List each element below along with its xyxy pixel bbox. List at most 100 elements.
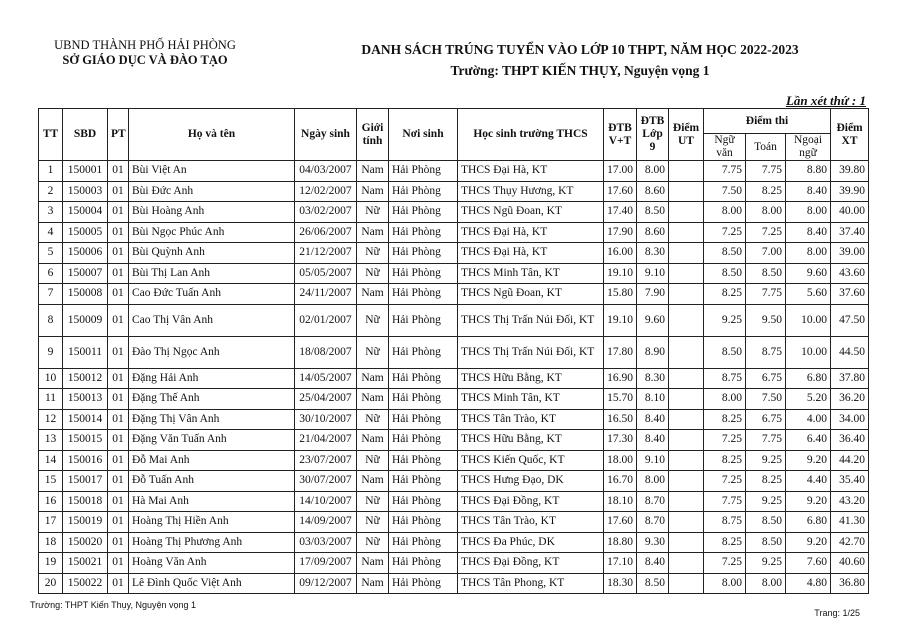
table-cell: Nam [356, 221, 389, 243]
table-cell: Hải Phòng [388, 303, 458, 337]
table-cell: 43.20 [830, 490, 870, 512]
table-cell: 8.25 [703, 408, 746, 430]
table-cell: Đỗ Tuấn Anh [128, 470, 295, 492]
table-cell: 36.40 [830, 429, 870, 451]
column-header: Giới tính [356, 108, 389, 161]
column-subheader: Ngoại ngữ [784, 133, 832, 161]
results-table: TT SBD PT Họ và tên Ngày sinh Giới tính Nơi si… [38, 108, 870, 594]
table-cell: Hải Phòng [388, 367, 458, 389]
table-cell: 8.40 [636, 408, 669, 430]
table-cell: 8.00 [703, 572, 746, 594]
table-row: 8 150009 01 Cao Thị Vân Anh 02/01/2007 Nữ Hải … [38, 303, 870, 337]
empty-cell [668, 335, 704, 369]
table-cell: 9.30 [636, 531, 669, 553]
table-row: 20 150022 01 Lê Đình Quốc Việt Anh 09/12/200… [38, 572, 870, 594]
table-cell: 7.25 [703, 470, 746, 492]
table-cell: THCS Đa Phúc, DK [457, 531, 604, 553]
table-cell: 01 [107, 531, 129, 553]
table-cell: 01 [107, 335, 129, 369]
table-cell: 44.20 [830, 449, 870, 471]
table-cell: Bùi Ngọc Phúc Anh [128, 221, 295, 243]
table-cell: 150017 [62, 470, 108, 492]
table-cell: Nam [356, 367, 389, 389]
table-cell: 16.50 [603, 408, 637, 430]
table-cell: Nam [356, 429, 389, 451]
table-cell: 2 [38, 180, 63, 202]
table-cell: 9.20 [784, 449, 832, 471]
table-cell: Nam [356, 470, 389, 492]
table-cell: 01 [107, 552, 129, 574]
table-cell: 01 [107, 449, 129, 471]
table-cell: 17.80 [603, 335, 637, 369]
table-cell: 8.50 [703, 262, 746, 284]
table-cell: Đỗ Mai Anh [128, 449, 295, 471]
table-cell: 8.90 [636, 335, 669, 369]
table-cell: 150016 [62, 449, 108, 471]
column-subheader: Toán [745, 133, 786, 161]
empty-cell [668, 388, 704, 410]
table-cell: Hải Phòng [388, 221, 458, 243]
table-cell: 8.25 [703, 531, 746, 553]
table-cell: 40.00 [830, 201, 870, 223]
table-cell: Hải Phòng [388, 262, 458, 284]
table-cell: 150007 [62, 262, 108, 284]
table-cell: 10 [38, 367, 63, 389]
table-cell: 9.25 [745, 490, 786, 512]
table-cell: 05/05/2007 [294, 262, 357, 284]
table-cell: 7.25 [745, 221, 786, 243]
table-cell: 7.75 [703, 160, 746, 182]
table-cell: Nữ [356, 511, 389, 533]
table-cell: 8.30 [636, 242, 669, 264]
table-cell: Nữ [356, 335, 389, 369]
table-cell: Đào Thị Ngọc Anh [128, 335, 295, 369]
table-cell: 24/11/2007 [294, 283, 357, 305]
table-cell: 7.25 [703, 429, 746, 451]
table-cell: 9 [38, 335, 63, 369]
empty-cell [668, 221, 704, 243]
table-row: 5 150006 01 Bùi Quỳnh Anh 21/12/2007 Nữ Hải Ph… [38, 242, 870, 264]
table-cell: Hoàng Thị Hiền Anh [128, 511, 295, 533]
table-cell: THCS Đại Đồng, KT [457, 490, 604, 512]
table-cell: 34.00 [830, 408, 870, 430]
table-cell: 11 [38, 388, 63, 410]
empty-cell [668, 511, 704, 533]
table-cell: 16.90 [603, 367, 637, 389]
table-cell: 150012 [62, 367, 108, 389]
table-cell: 39.00 [830, 242, 870, 264]
table-row: 9 150011 01 Đào Thị Ngọc Anh 18/08/2007 Nữ Hải… [38, 335, 870, 369]
table-cell: THCS Kiến Quốc, KT [457, 449, 604, 471]
table-cell: 8.40 [784, 221, 832, 243]
table-cell: 150004 [62, 201, 108, 223]
table-cell: THCS Minh Tân, KT [457, 388, 604, 410]
table-cell: 8.80 [784, 160, 832, 182]
table-cell: 150013 [62, 388, 108, 410]
table-cell: 8.70 [636, 511, 669, 533]
table-cell: 8.75 [745, 335, 786, 369]
table-cell: THCS Ngũ Đoan, KT [457, 283, 604, 305]
table-cell: Hải Phòng [388, 408, 458, 430]
table-cell: 1 [38, 160, 63, 182]
table-row: 1 150001 01 Bùi Việt An 04/03/2007 Nam Hải Phò… [38, 160, 870, 182]
table-cell: 8.50 [745, 262, 786, 284]
table-cell: 03/03/2007 [294, 531, 357, 553]
org-line: SỞ GIÁO DỤC VÀ ĐÀO TẠO [62, 53, 228, 67]
table-cell: Hải Phòng [388, 572, 458, 594]
empty-cell [668, 552, 704, 574]
table-cell: 8.60 [636, 180, 669, 202]
table-cell: 5.60 [784, 283, 832, 305]
table-cell: Hải Phòng [388, 283, 458, 305]
table-cell: 8.50 [636, 572, 669, 594]
table-cell: 6.75 [745, 367, 786, 389]
table-row: 14 150016 01 Đỗ Mai Anh 23/07/2007 Nữ Hải Phòn… [38, 449, 870, 471]
table-row: 6 150007 01 Bùi Thị Lan Anh 05/05/2007 Nữ Hải … [38, 262, 870, 284]
table-cell: Bùi Việt An [128, 160, 295, 182]
table-cell: 8.25 [745, 180, 786, 202]
empty-cell [668, 490, 704, 512]
round: Lần xét thứ : 1 [785, 93, 866, 108]
table-cell: 8.25 [703, 283, 746, 305]
column-header: Điểm thi [702, 108, 832, 134]
table-cell: 19.10 [603, 262, 637, 284]
table-cell: 14 [38, 449, 63, 471]
table-cell: THCS Thị Trấn Núi Đối, KT [457, 303, 604, 337]
table-row: 19 150021 01 Hoàng Văn Anh 17/09/2007 Nam Hải … [38, 552, 870, 574]
